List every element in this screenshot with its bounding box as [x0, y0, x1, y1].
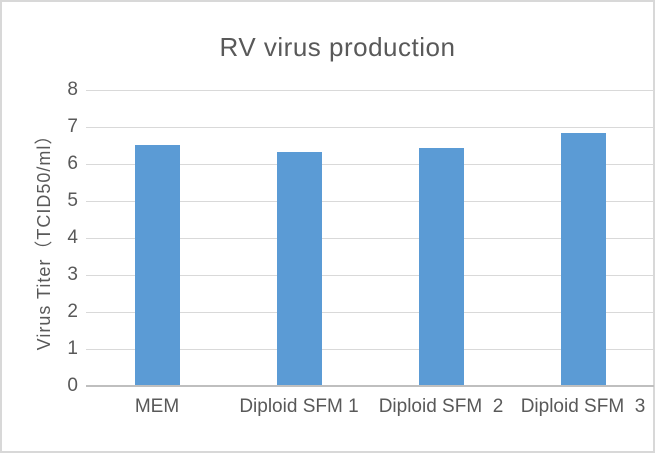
x-category-label: MEM [134, 396, 180, 417]
chart-title: RV virus production [219, 32, 456, 62]
gridline [86, 163, 654, 165]
gridline [86, 89, 654, 91]
gridline [86, 237, 654, 239]
y-tick-label: 1 [67, 338, 78, 359]
plot-area [86, 89, 654, 387]
bar [276, 151, 322, 385]
gridline [86, 200, 654, 202]
bar [134, 144, 180, 385]
x-axis-line [86, 385, 654, 387]
y-tick-label: 7 [67, 116, 78, 137]
y-tick-label: 8 [67, 79, 78, 100]
gridline [86, 126, 654, 128]
y-tick-label: 0 [67, 375, 78, 396]
gridline [86, 311, 654, 313]
y-tick-label: 5 [67, 190, 78, 211]
y-tick-label: 3 [67, 264, 78, 285]
y-tick-label: 6 [67, 153, 78, 174]
x-category-label: Diploid SFM 3 [520, 396, 646, 417]
bar [418, 148, 464, 385]
y-tick-label: 4 [67, 227, 78, 248]
bar [560, 133, 606, 385]
gridline [86, 348, 654, 350]
y-tick-label: 2 [67, 301, 78, 322]
gridline [86, 274, 654, 276]
x-category-label: Diploid SFM 1 [239, 396, 359, 417]
x-category-label: Diploid SFM 2 [378, 396, 504, 417]
